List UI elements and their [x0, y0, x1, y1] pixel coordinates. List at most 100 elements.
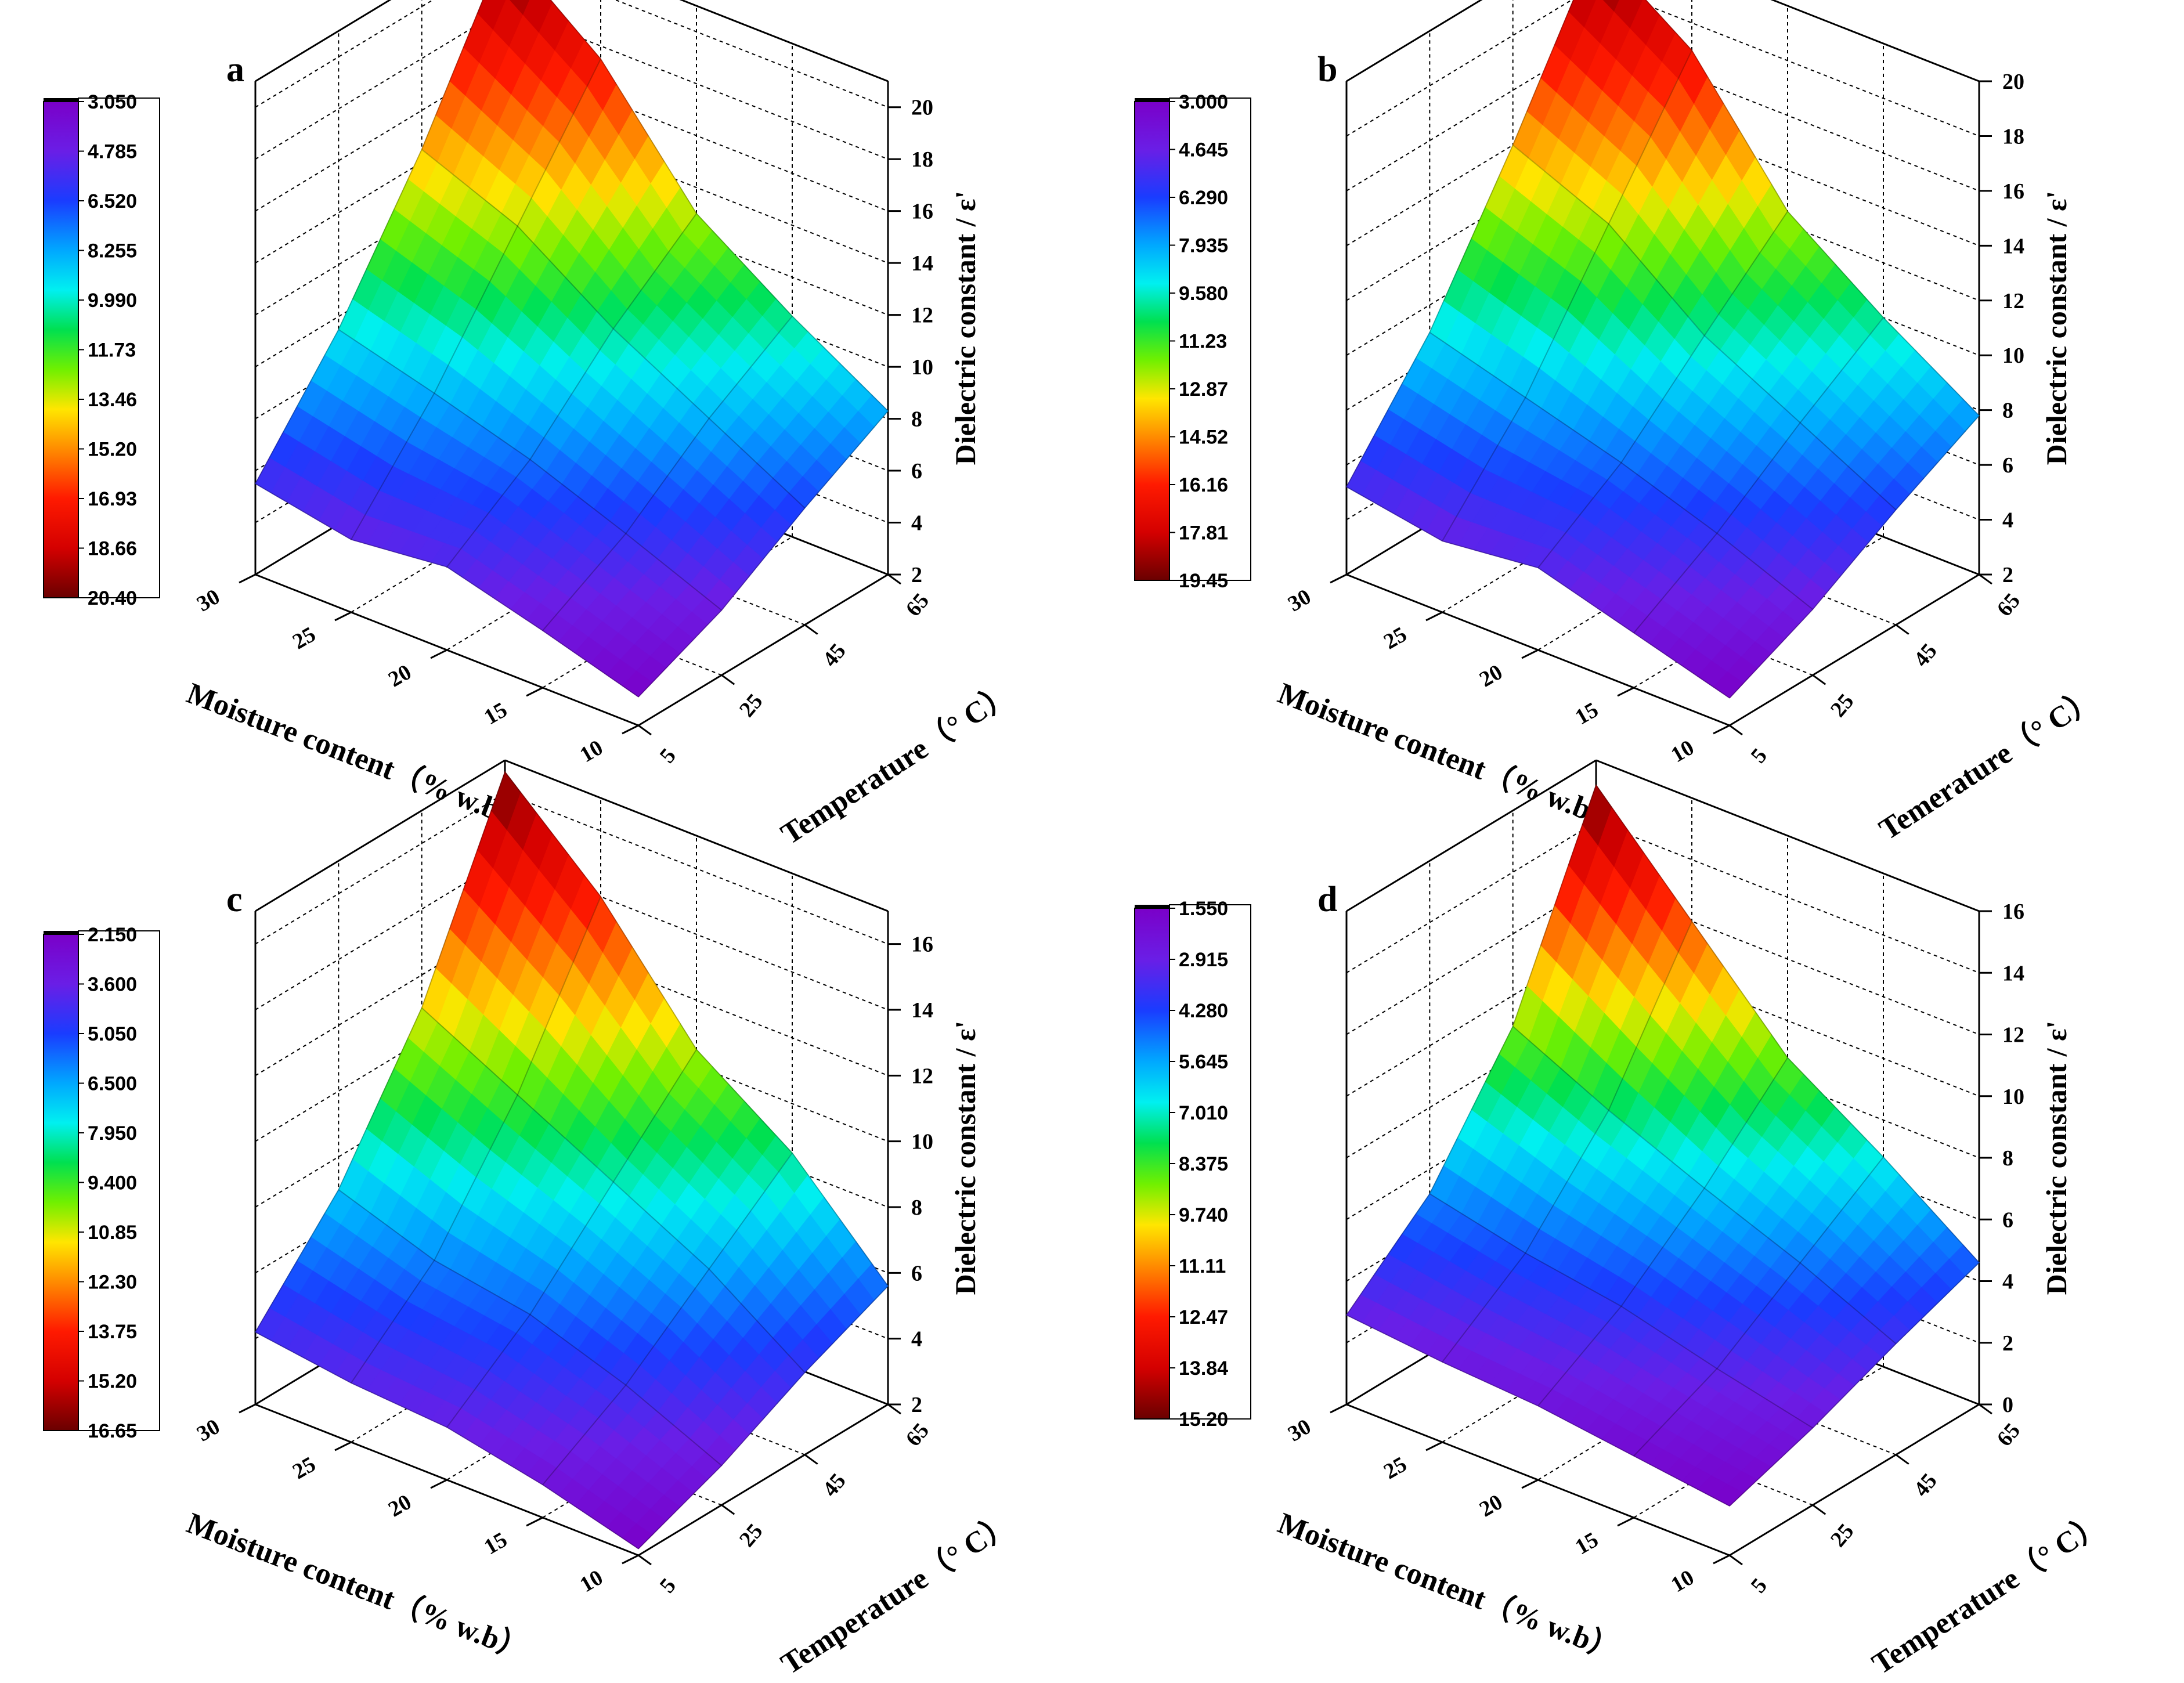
- z-tick-label: 10: [2002, 1085, 2024, 1109]
- z-tick-label: 6: [911, 459, 922, 483]
- z-gridline: [1346, 0, 1980, 82]
- colorbar-tick-label: 1.550: [1179, 898, 1228, 920]
- panel-c: 2 4 6 8 10 12 14 16 Dielectric constant / ε' 30 25…: [43, 759, 1019, 1681]
- z-tick-label: 18: [2002, 124, 2024, 149]
- temperature-tick-mark: [1812, 674, 1826, 685]
- temperature-tick-mark: [804, 624, 818, 635]
- z-tick-label: 2: [911, 563, 922, 587]
- colorbar-tick-label: 15.20: [88, 439, 137, 461]
- colorbar-tick-label: 6.520: [88, 190, 137, 212]
- temperature-tick-mark: [1979, 573, 1992, 585]
- z-gridline: [255, 59, 889, 212]
- floor-gridline: [255, 574, 639, 726]
- moisture-tick-mark: [334, 611, 352, 622]
- colorbar-tick-label: 8.255: [88, 240, 137, 262]
- temperature-tick-mark: [1895, 624, 1909, 635]
- moisture-tick-mark: [1521, 1479, 1539, 1489]
- temperature-axis-label: Temperature（° C）: [1866, 1506, 2110, 1681]
- moisture-tick-label: 15: [1571, 1527, 1602, 1559]
- z-tick-label: 0: [2002, 1393, 2013, 1417]
- moisture-tick-label: 15: [480, 1527, 511, 1559]
- colorbar-tick-label: 4.785: [88, 141, 137, 163]
- z-tick-label: 12: [2002, 289, 2024, 313]
- colorbar-tick-label: 16.93: [88, 488, 137, 510]
- moisture-axis-label: Moisture content（% w.b）: [1273, 1506, 1624, 1667]
- surface-mesh-line: [638, 410, 889, 698]
- box-frame-line: [1729, 573, 1980, 727]
- z-axis-label: Dielectric constant / ε': [949, 191, 981, 465]
- moisture-tick-label: 25: [288, 1452, 320, 1484]
- moisture-tick-mark: [1617, 687, 1634, 697]
- temperature-tick-mark: [721, 674, 735, 685]
- temperature-tick-label: 5: [1746, 1574, 1772, 1598]
- surface: [1346, 784, 1980, 1507]
- surface-mesh-line: [446, 213, 697, 568]
- colorbar-tick-label: 8.375: [1179, 1153, 1228, 1175]
- moisture-tick-mark: [1330, 1403, 1347, 1414]
- temperature-tick-label: 65: [901, 1418, 934, 1451]
- moisture-tick-mark: [334, 1441, 352, 1451]
- z-tick-label: 4: [911, 511, 922, 536]
- moisture-tick-label: 20: [1475, 1490, 1507, 1522]
- colorbar-tick-label: 13.75: [88, 1321, 137, 1343]
- z-tick-label: 2: [911, 1393, 922, 1417]
- colorbar-tick-label: 19.45: [1179, 570, 1228, 592]
- temperature-tick-label: 25: [735, 689, 768, 722]
- moisture-tick-label: 10: [576, 1565, 607, 1597]
- z-tick-label: 20: [911, 96, 933, 120]
- panel-label: d: [1317, 880, 1337, 919]
- surface-mesh-line: [1537, 211, 1788, 568]
- surface-mesh-line: [542, 316, 793, 631]
- z-axis: 0 2 4 6 8 10 12 14 16 Dielectric constant / ε': [1979, 900, 2073, 1417]
- panel-b: 2 4 6 8 10 12 14 16 18 20 Dielectric constant / ε'…: [1134, 0, 2103, 847]
- z-tick-label: 14: [911, 251, 933, 276]
- z-tick-label: 16: [911, 200, 933, 224]
- moisture-tick-label: 25: [288, 622, 320, 654]
- z-gridline: [1346, 0, 1980, 137]
- moisture-tick-label: 10: [576, 735, 607, 767]
- moisture-axis-label: Moisture content（% w.b）: [182, 676, 533, 837]
- moisture-tick-mark: [1425, 611, 1443, 622]
- moisture-tick-label: 20: [1475, 660, 1507, 692]
- colorbar: 3.000 4.645 6.290 7.935 9.580 11.23 12.87 14.52…: [1134, 91, 1251, 592]
- temperature-tick-label: 65: [1992, 588, 2026, 621]
- z-axis-label: Dielectric constant / ε': [2040, 1021, 2073, 1295]
- surface-mesh-line: [421, 149, 806, 509]
- colorbar-tick-label: 11.11: [1179, 1255, 1226, 1277]
- surface-mesh-line: [255, 0, 483, 484]
- moisture-tick-label: 25: [1380, 1452, 1411, 1484]
- moisture-tick-label: 15: [1571, 698, 1602, 729]
- temperature-tick-label: 5: [655, 1574, 681, 1598]
- colorbar-tick-label: 4.280: [1179, 1000, 1228, 1022]
- colorbar-tick-label: 11.23: [1179, 331, 1227, 353]
- box-frame-line: [504, 759, 889, 912]
- moisture-tick-label: 25: [1380, 622, 1411, 654]
- z-tick-label: 12: [911, 304, 933, 328]
- panel-a: 2 4 6 8 10 12 14 16 18 20 Dielectric constant / ε'…: [43, 0, 1019, 851]
- moisture-tick-mark: [1617, 1516, 1634, 1527]
- colorbar-tick-label: 20.40: [88, 587, 137, 609]
- colorbar-tick-label: 9.740: [1179, 1204, 1228, 1226]
- surface-mesh-line: [255, 483, 639, 698]
- box-frame-line: [638, 573, 889, 727]
- z-gridline: [255, 989, 889, 1142]
- colorbar-tick-label: 17.81: [1179, 522, 1228, 544]
- z-gridline: [1346, 149, 1980, 301]
- moisture-tick-mark: [239, 573, 256, 584]
- colorbar-tick-label: 14.52: [1179, 427, 1228, 449]
- colorbar-tick-label: 3.600: [88, 974, 137, 996]
- temperature-tick-mark: [721, 1504, 735, 1515]
- floor-gridline: [255, 1404, 639, 1556]
- z-tick-label: 8: [2002, 1146, 2013, 1171]
- colorbar: 2.150 3.600 5.050 6.500 7.950 9.400 10.85 12.30…: [43, 924, 160, 1442]
- colorbar-tick-label: 15.20: [1179, 1408, 1228, 1431]
- z-tick-label: 2: [2002, 563, 2013, 587]
- colorbar: 3.050 4.785 6.520 8.255 9.990 11.73 13.46 15.20…: [43, 91, 160, 609]
- colorbar-tick-label: 2.915: [1179, 949, 1228, 971]
- temperature-tick-label: 45: [818, 1469, 851, 1501]
- moisture-tick-mark: [430, 1479, 447, 1489]
- z-tick-label: 2: [2002, 1331, 2013, 1356]
- panel-label: c: [226, 880, 243, 919]
- colorbar-top-cap: [1135, 98, 1169, 102]
